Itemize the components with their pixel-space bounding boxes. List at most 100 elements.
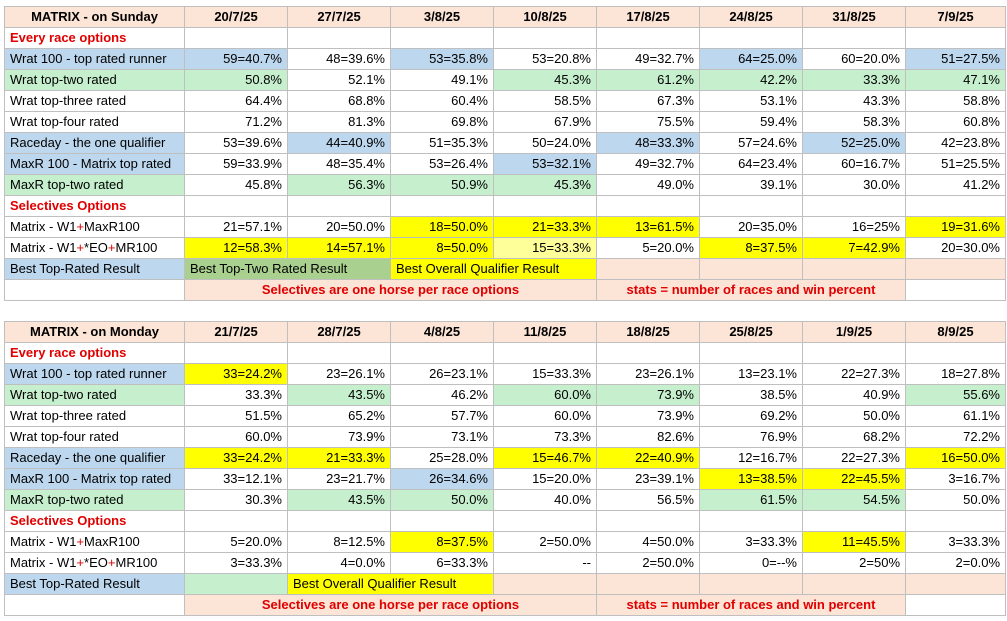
data-cell[interactable]: 33=24.2%	[184, 363, 288, 385]
row-label[interactable]: MaxR 100 - Matrix top rated	[4, 468, 185, 490]
empty-cell[interactable]	[905, 27, 1006, 49]
data-cell[interactable]: 6=33.3%	[390, 552, 494, 574]
data-cell[interactable]: 8=37.5%	[699, 237, 803, 259]
empty-cell[interactable]	[390, 195, 494, 217]
data-cell[interactable]: 7=42.9%	[802, 237, 906, 259]
legend-best-top-rated[interactable]: Best Top-Rated Result	[4, 573, 185, 595]
row-label[interactable]: Wrat top-four rated	[4, 426, 185, 448]
data-cell[interactable]: 64=25.0%	[699, 48, 803, 70]
data-cell[interactable]: 40.0%	[493, 489, 597, 511]
data-cell[interactable]: 47.1%	[905, 69, 1006, 91]
data-cell[interactable]: 13=38.5%	[699, 468, 803, 490]
data-cell[interactable]: 53=35.8%	[390, 48, 494, 70]
empty-cell[interactable]	[493, 195, 597, 217]
data-cell[interactable]: 23=39.1%	[596, 468, 700, 490]
section-title-selectives[interactable]: Selectives Options	[4, 510, 185, 532]
data-cell[interactable]: 15=33.3%	[493, 363, 597, 385]
data-cell[interactable]: 60.0%	[493, 405, 597, 427]
data-cell[interactable]: 5=20.0%	[184, 531, 288, 553]
data-cell[interactable]: 53.1%	[699, 90, 803, 112]
empty-cell[interactable]	[287, 27, 391, 49]
data-cell[interactable]: 2=50.0%	[493, 531, 597, 553]
legend-best-overall[interactable]: Best Overall Qualifier Result	[287, 573, 494, 595]
empty-cell[interactable]	[287, 195, 391, 217]
data-cell[interactable]: 68.8%	[287, 90, 391, 112]
table-title[interactable]: MATRIX - on Sunday	[4, 6, 185, 28]
row-label[interactable]: Wrat 100 - top rated runner	[4, 48, 185, 70]
data-cell[interactable]: 50.0%	[802, 405, 906, 427]
data-cell[interactable]: 73.3%	[493, 426, 597, 448]
data-cell[interactable]: 73.1%	[390, 426, 494, 448]
data-cell[interactable]: 21=57.1%	[184, 216, 288, 238]
data-cell[interactable]: 19=31.6%	[905, 216, 1006, 238]
empty-cell[interactable]	[699, 27, 803, 49]
data-cell[interactable]: 51=35.3%	[390, 132, 494, 154]
data-cell[interactable]: 75.5%	[596, 111, 700, 133]
data-cell[interactable]: 49=32.7%	[596, 153, 700, 175]
data-cell[interactable]: 48=35.4%	[287, 153, 391, 175]
data-cell[interactable]: 81.3%	[287, 111, 391, 133]
data-cell[interactable]: 33=24.2%	[184, 447, 288, 469]
data-cell[interactable]: 53=39.6%	[184, 132, 288, 154]
empty-cell[interactable]	[802, 573, 906, 595]
date-header[interactable]: 28/7/25	[287, 321, 391, 343]
data-cell[interactable]: 41.2%	[905, 174, 1006, 196]
row-label[interactable]: Matrix - W1+*EO+MR100	[4, 237, 185, 259]
data-cell[interactable]: 60.0%	[184, 426, 288, 448]
data-cell[interactable]: 16=50.0%	[905, 447, 1006, 469]
data-cell[interactable]: 39.1%	[699, 174, 803, 196]
data-cell[interactable]: 3=16.7%	[905, 468, 1006, 490]
data-cell[interactable]: 20=30.0%	[905, 237, 1006, 259]
empty-cell[interactable]	[699, 342, 803, 364]
data-cell[interactable]: 53=32.1%	[493, 153, 597, 175]
data-cell[interactable]: 42.2%	[699, 69, 803, 91]
date-header[interactable]: 18/8/25	[596, 321, 700, 343]
data-cell[interactable]: 2=50.0%	[596, 552, 700, 574]
data-cell[interactable]: 61.1%	[905, 405, 1006, 427]
date-header[interactable]: 21/7/25	[184, 321, 288, 343]
data-cell[interactable]: 51=25.5%	[905, 153, 1006, 175]
data-cell[interactable]: 3=33.3%	[699, 531, 803, 553]
data-cell[interactable]: 43.3%	[802, 90, 906, 112]
empty-cell[interactable]	[287, 342, 391, 364]
data-cell[interactable]: 46.2%	[390, 384, 494, 406]
empty-cell[interactable]	[596, 27, 700, 49]
empty-cell[interactable]	[184, 510, 288, 532]
empty-cell[interactable]	[699, 195, 803, 217]
data-cell[interactable]: 50.0%	[390, 489, 494, 511]
date-header[interactable]: 31/8/25	[802, 6, 906, 28]
data-cell[interactable]: 51=27.5%	[905, 48, 1006, 70]
row-label[interactable]: Wrat top-three rated	[4, 90, 185, 112]
empty-cell[interactable]	[905, 279, 1006, 301]
data-cell[interactable]: 26=34.6%	[390, 468, 494, 490]
row-label[interactable]: Wrat top-three rated	[4, 405, 185, 427]
empty-cell[interactable]	[699, 573, 803, 595]
row-label[interactable]: Wrat top-two rated	[4, 384, 185, 406]
date-header[interactable]: 4/8/25	[390, 321, 494, 343]
date-header[interactable]: 27/7/25	[287, 6, 391, 28]
data-cell[interactable]: 73.9%	[287, 426, 391, 448]
data-cell[interactable]: 50=24.0%	[493, 132, 597, 154]
data-cell[interactable]: 15=20.0%	[493, 468, 597, 490]
table-title[interactable]: MATRIX - on Monday	[4, 321, 185, 343]
empty-cell[interactable]	[493, 27, 597, 49]
data-cell[interactable]: 61.2%	[596, 69, 700, 91]
data-cell[interactable]: 69.2%	[699, 405, 803, 427]
row-label[interactable]: Matrix - W1+MaxR100	[4, 216, 185, 238]
empty-cell[interactable]	[905, 342, 1006, 364]
row-label[interactable]: Raceday - the one qualifier	[4, 447, 185, 469]
row-label[interactable]: MaxR top-two rated	[4, 174, 185, 196]
empty-cell[interactable]	[905, 195, 1006, 217]
data-cell[interactable]: 59.4%	[699, 111, 803, 133]
data-cell[interactable]: 3=33.3%	[905, 531, 1006, 553]
empty-cell[interactable]	[802, 258, 906, 280]
data-cell[interactable]: 49.0%	[596, 174, 700, 196]
data-cell[interactable]: 33.3%	[184, 384, 288, 406]
date-header[interactable]: 24/8/25	[699, 6, 803, 28]
data-cell[interactable]: 65.2%	[287, 405, 391, 427]
empty-cell[interactable]	[184, 27, 288, 49]
data-cell[interactable]: 57.7%	[390, 405, 494, 427]
data-cell[interactable]: 53=26.4%	[390, 153, 494, 175]
data-cell[interactable]: 43.5%	[287, 384, 391, 406]
data-cell[interactable]: 15=46.7%	[493, 447, 597, 469]
